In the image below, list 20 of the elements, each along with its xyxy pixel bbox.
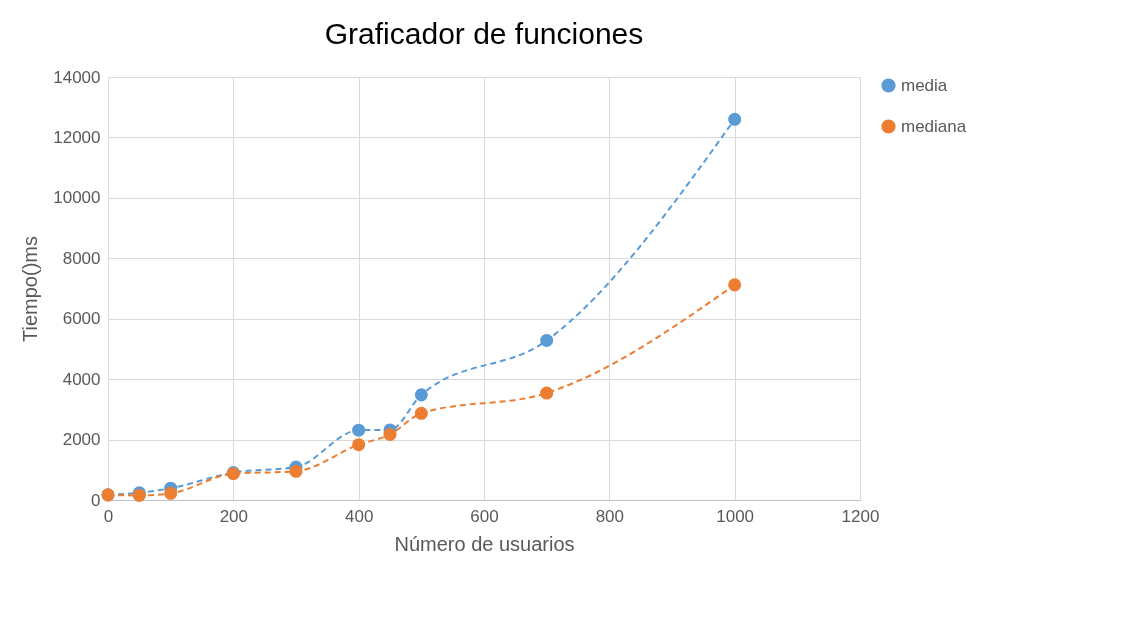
y-tick-label: 10000 [53, 188, 101, 208]
y-tick-label: 14000 [53, 67, 101, 87]
y-tick-label: 4000 [62, 369, 101, 389]
x-tick-label: 200 [219, 506, 249, 526]
y-tick-label: 12000 [53, 127, 101, 147]
chart-title: Graficador de funciones [324, 17, 644, 50]
y-tick-label: 8000 [62, 248, 101, 268]
x-tick-label: 400 [344, 506, 374, 526]
x-tick-label: 600 [470, 506, 499, 526]
x-tick-label: 1200 [841, 506, 880, 526]
y-axis-title: Tiempo()ms [19, 236, 42, 342]
x-axis-title: Número de usuarios [394, 532, 575, 555]
x-tick-label: 1000 [716, 506, 755, 526]
x-tick-label: 800 [595, 506, 625, 526]
y-tick-label: 6000 [62, 309, 101, 329]
y-tick-label: 0 [91, 490, 101, 510]
legend-label: media [901, 75, 948, 95]
y-tick-label: 2000 [62, 430, 101, 450]
legend-label: mediana [901, 116, 967, 136]
x-tick-label: 0 [103, 506, 114, 526]
